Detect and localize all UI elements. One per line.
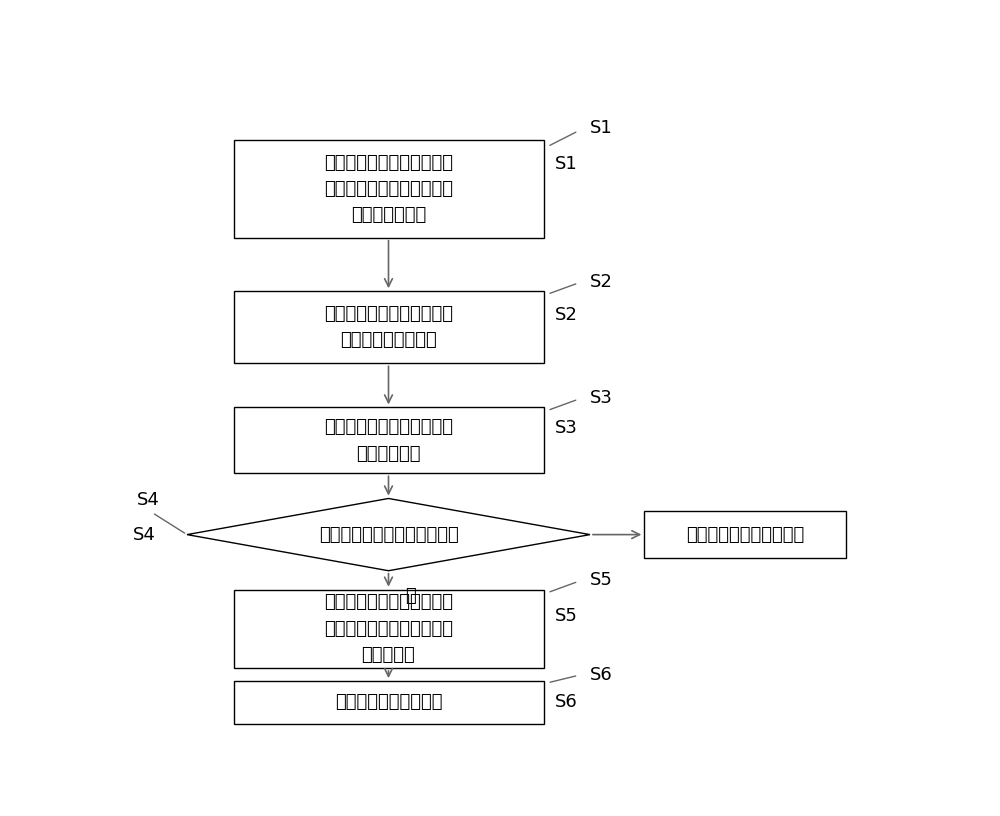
Text: S2: S2 bbox=[590, 273, 613, 290]
FancyBboxPatch shape bbox=[644, 511, 846, 558]
FancyBboxPatch shape bbox=[234, 407, 544, 473]
Text: S5: S5 bbox=[555, 607, 578, 625]
Text: 计算除所述最大质量比和所
述最小质量比以外的所有质
量比的均值: 计算除所述最大质量比和所 述最小质量比以外的所有质 量比的均值 bbox=[324, 593, 453, 664]
Text: S4: S4 bbox=[137, 491, 160, 509]
FancyBboxPatch shape bbox=[234, 590, 544, 668]
Text: S1: S1 bbox=[590, 119, 613, 137]
Polygon shape bbox=[187, 499, 590, 570]
Text: 判断所述差值是否大于预设值: 判断所述差值是否大于预设值 bbox=[319, 526, 458, 543]
Text: S3: S3 bbox=[555, 419, 578, 437]
Text: 是: 是 bbox=[406, 587, 416, 605]
Text: 计算最大质量比与最小质量
比之间的差值: 计算最大质量比与最小质量 比之间的差值 bbox=[324, 418, 453, 463]
Text: S1: S1 bbox=[555, 155, 578, 173]
Text: 计算每个所述短射品与其对
应的完整品的质量比: 计算每个所述短射品与其对 应的完整品的质量比 bbox=[324, 305, 453, 349]
Text: 获取向所述模具的多个模腔
中浇注流体原料所形成的各
个短射品的质量: 获取向所述模具的多个模腔 中浇注流体原料所形成的各 个短射品的质量 bbox=[324, 153, 453, 224]
Text: S3: S3 bbox=[590, 389, 613, 407]
Text: S5: S5 bbox=[590, 571, 613, 589]
Text: 判定流道平衡状态为合格: 判定流道平衡状态为合格 bbox=[686, 526, 804, 543]
FancyBboxPatch shape bbox=[234, 140, 544, 237]
Text: S6: S6 bbox=[555, 694, 578, 712]
Text: 根据所述均值调节流速: 根据所述均值调节流速 bbox=[335, 694, 442, 712]
Text: S2: S2 bbox=[555, 306, 578, 324]
Text: S4: S4 bbox=[133, 526, 156, 543]
Text: S6: S6 bbox=[590, 666, 613, 684]
FancyBboxPatch shape bbox=[234, 681, 544, 724]
FancyBboxPatch shape bbox=[234, 291, 544, 363]
